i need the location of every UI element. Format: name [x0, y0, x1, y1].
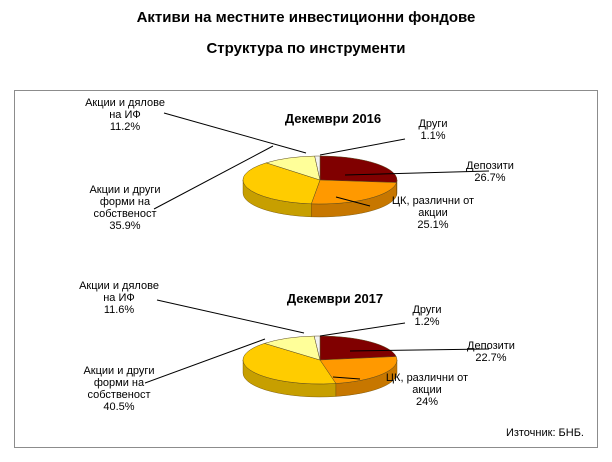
slice-category-label: Акции и други — [83, 365, 154, 377]
leader-line — [319, 322, 406, 337]
leader-line — [335, 196, 371, 207]
slice-category-label: Депозити — [466, 160, 514, 172]
slice-value-label: 11.6% — [104, 304, 135, 316]
leader-line — [144, 338, 266, 384]
slice-category-label: на ИФ — [103, 292, 135, 304]
pie-slice — [242, 162, 321, 205]
leader-line — [349, 348, 490, 352]
slice-category-label: форми на — [100, 196, 151, 208]
pie-slice — [319, 335, 397, 361]
slice-category-label: акции — [412, 384, 442, 396]
slice-value-label: 35.9% — [109, 220, 140, 232]
slice-value-label: 1.1% — [420, 130, 445, 142]
leader-line — [153, 145, 274, 210]
slice-category-label: акции — [418, 207, 448, 219]
slice-category-label: ЦК, различни от — [386, 372, 468, 384]
pie-slice — [310, 179, 397, 205]
slice-category-label: форми на — [94, 377, 145, 389]
slice-category-label: на ИФ — [109, 109, 141, 121]
pie-title: Декември 2017 — [287, 291, 383, 306]
slice-category-label: Акции и други — [89, 184, 160, 196]
pie-title: Декември 2016 — [285, 111, 381, 126]
chart-subtitle: Структура по инструменти — [206, 40, 406, 57]
slice-category-label: Други — [412, 304, 441, 316]
slice-value-label: 22.7% — [475, 352, 506, 364]
pie-slice — [242, 343, 337, 385]
leader-line — [344, 170, 490, 176]
slice-category-label: ЦК, различни от — [392, 195, 474, 207]
slice-value-label: 24% — [416, 396, 438, 408]
slice-value-label: 11.2% — [110, 121, 141, 133]
slice-value-label: 40.5% — [103, 401, 134, 413]
slice-category-label: Акции и дялове — [79, 280, 159, 292]
slice-value-label: 26.7% — [474, 172, 505, 184]
leader-line — [332, 376, 361, 380]
pie-slice — [319, 155, 398, 183]
slice-category-label: Депозити — [467, 340, 515, 352]
pie-slice — [313, 335, 321, 361]
slice-category-label: Други — [418, 118, 447, 130]
pie-slice — [319, 356, 398, 384]
slice-category-label: Акции и дялове — [85, 97, 165, 109]
source-note: Източник: БНБ. — [505, 427, 584, 439]
chart-title: Активи на местните инвестиционни фондове — [136, 9, 476, 26]
leader-line — [156, 299, 305, 334]
slice-category-label: собственост — [87, 389, 150, 401]
leader-line — [163, 112, 307, 154]
leader-line — [319, 138, 406, 156]
chart-frame: Декември 2016 Депозити 26.7% ЦК, различни о… — [14, 90, 598, 448]
slice-value-label: 1.2% — [414, 316, 439, 328]
slice-value-label: 25.1% — [417, 219, 448, 231]
pie-slice — [314, 155, 321, 181]
slice-category-label: собственост — [93, 208, 156, 220]
